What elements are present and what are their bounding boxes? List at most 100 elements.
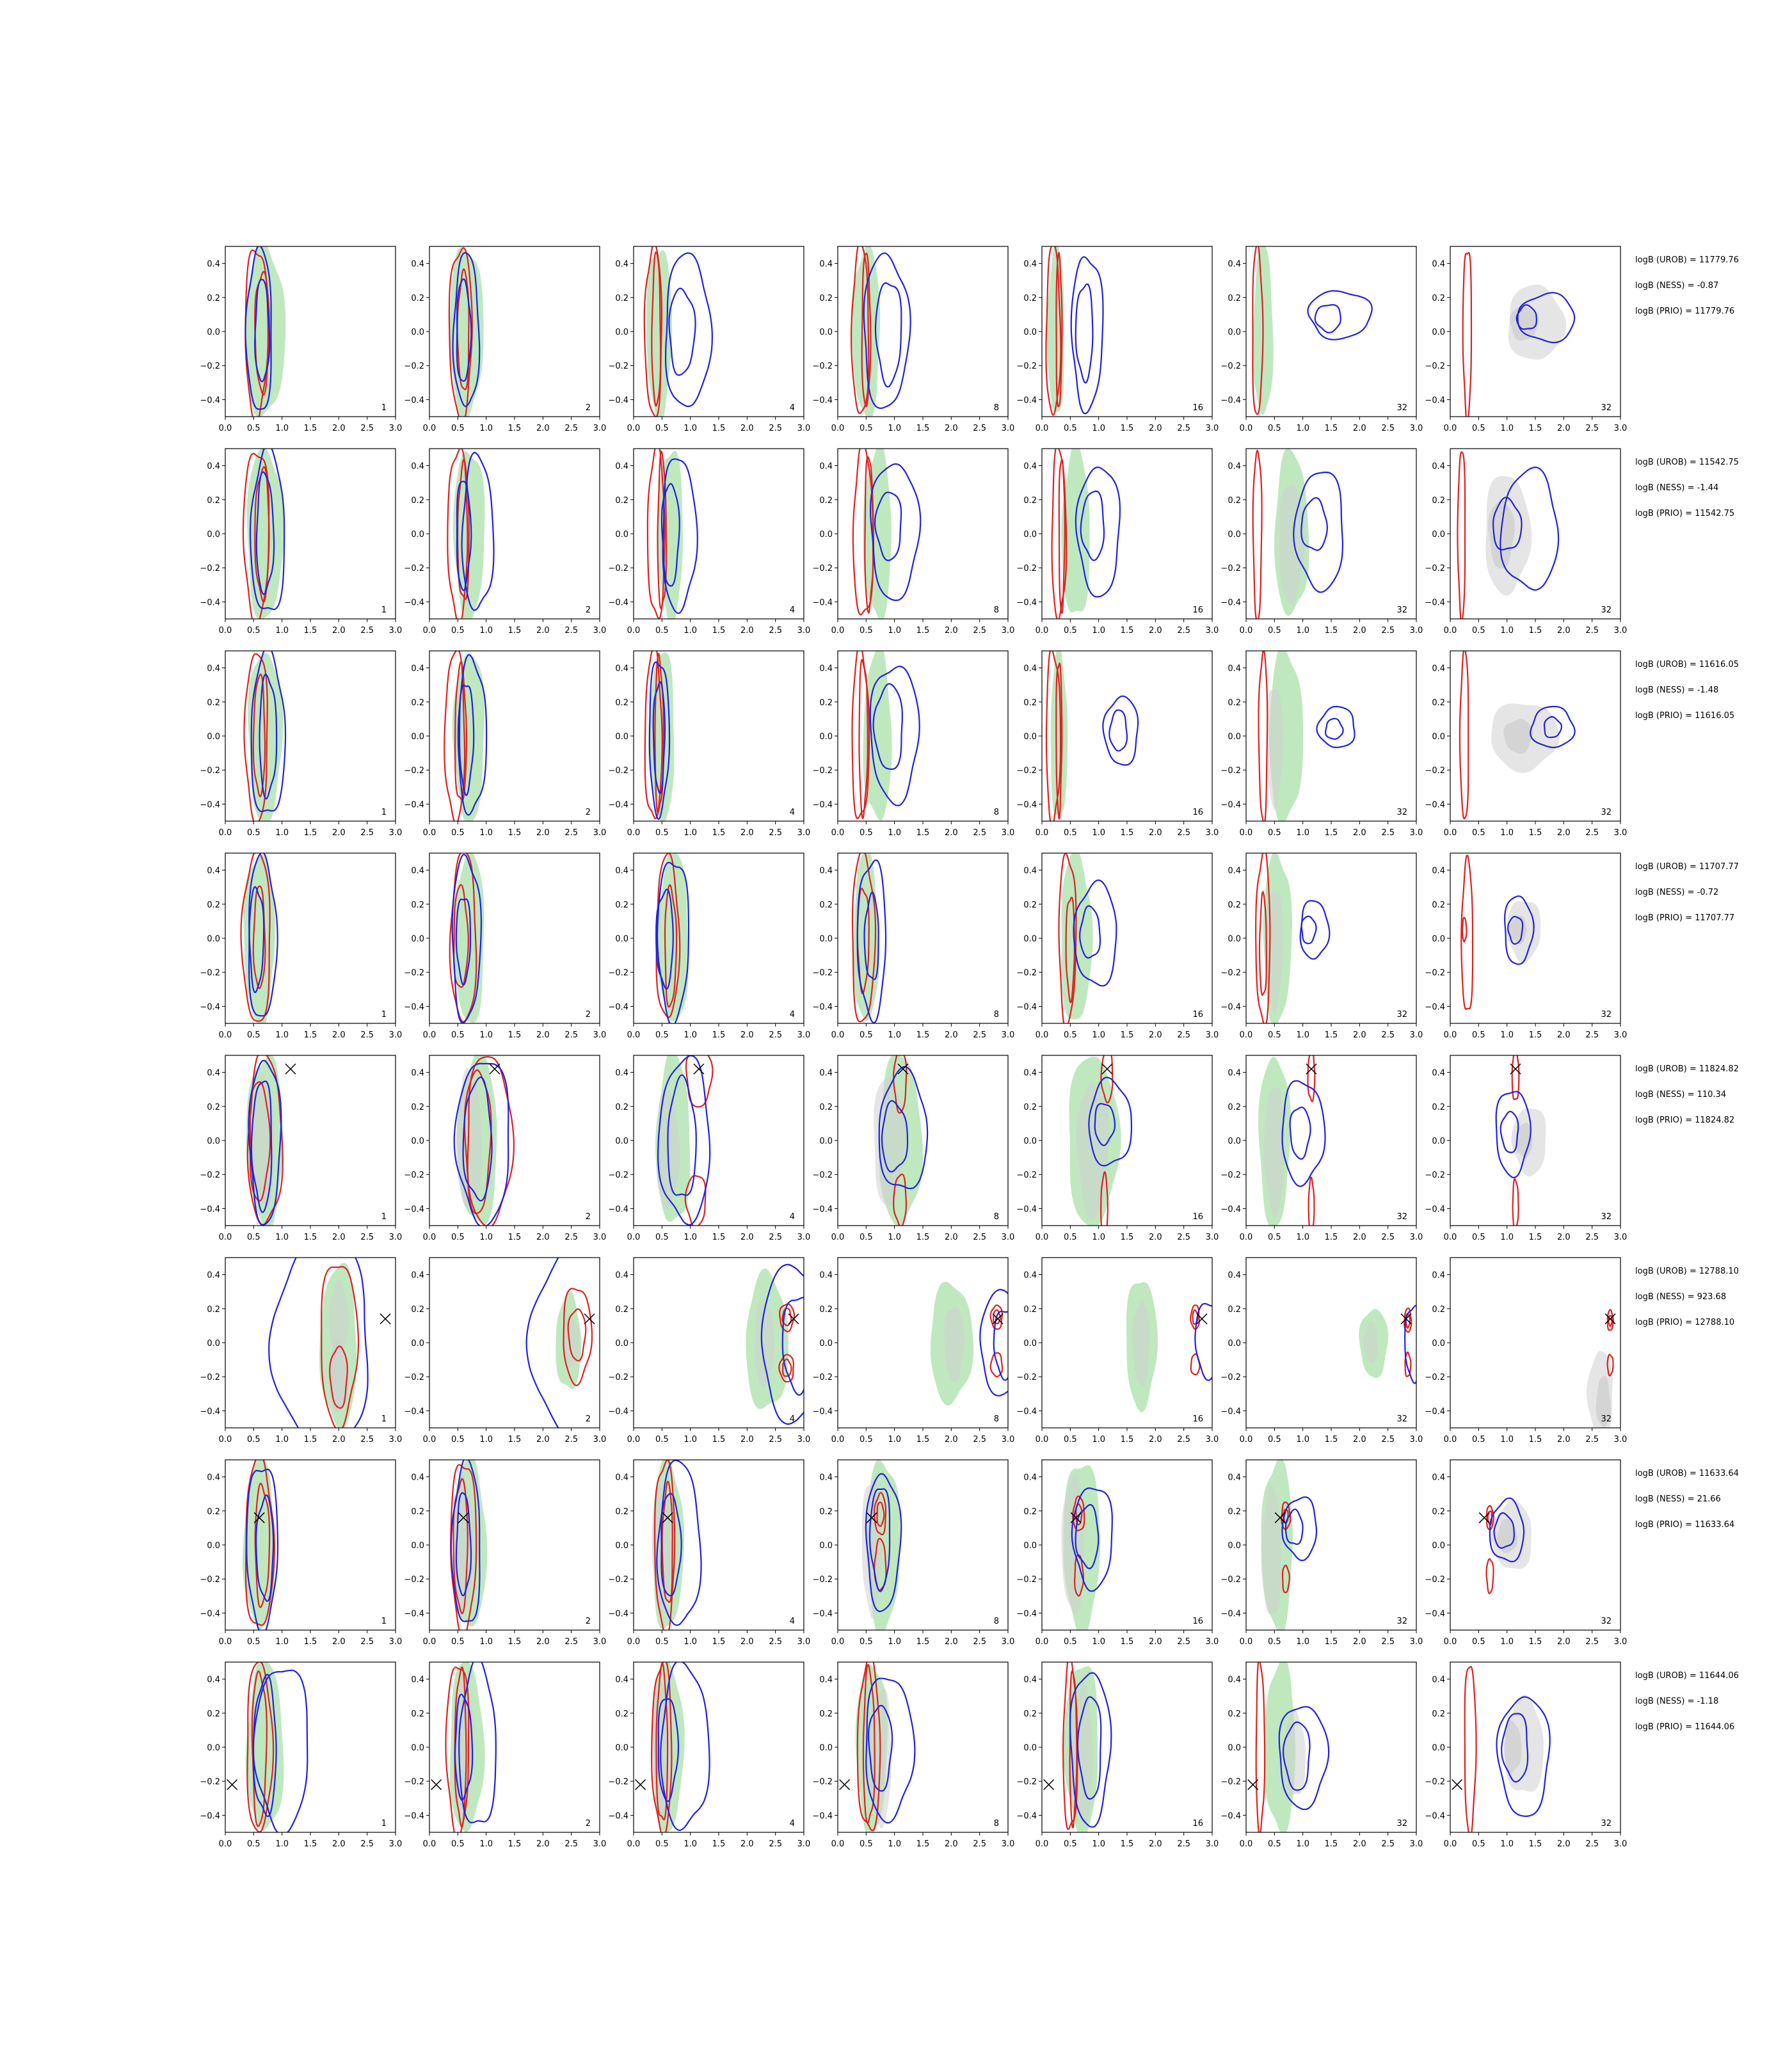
x-tick-label: 3.0 [1614, 1839, 1628, 1849]
x-tick-label: 0.5 [1268, 1233, 1281, 1242]
x-tick-label: 0.0 [1036, 424, 1049, 433]
y-tick-label: 0.4 [1432, 664, 1445, 674]
red-contour-line [1457, 451, 1466, 619]
y-tick-label: −0.4 [200, 1609, 220, 1619]
y-tick-label: −0.2 [404, 968, 424, 978]
y-tick-label: 0.2 [615, 1305, 628, 1315]
x-tick-label: 1.5 [1325, 424, 1338, 433]
y-tick-label: 0.0 [615, 1541, 628, 1551]
y-tick-label: −0.2 [404, 1373, 424, 1382]
y-tick-label: 0.4 [615, 1676, 628, 1685]
y-tick-label: 0.0 [1432, 1339, 1445, 1348]
y-tick-label: −0.4 [1016, 800, 1037, 810]
red-contour-line [563, 1288, 593, 1386]
x-tick-label: 2.5 [1177, 828, 1190, 838]
blue-contour-line [255, 1494, 275, 1602]
x-marker [1274, 1512, 1286, 1523]
panel-r7-c1: 0.0 0.5 1.0 1.5 2.0 2.5 3.0 0.4 0.2 0.0 −0.2 −0.4 1 [200, 1459, 402, 1647]
x-marker [662, 1512, 673, 1523]
panel-r8-c4: 0.0 0.5 1.0 1.5 2.0 2.5 3.0 0.4 0.2 0.0 −0.2 −0.4 8 [812, 1661, 1014, 1849]
x-tick-label: 3.0 [1206, 626, 1219, 636]
panel-number-label: 32 [1396, 808, 1407, 817]
panel-contours [855, 1662, 916, 1832]
x-marker [897, 1063, 909, 1075]
x-tick-label: 0.5 [860, 828, 873, 838]
x-tick-label: 2.5 [564, 626, 578, 636]
y-tick-label: −0.4 [1220, 1811, 1241, 1821]
y-tick-label: −0.2 [608, 1777, 628, 1787]
x-tick-label: 3.0 [1206, 1637, 1219, 1647]
x-tick-label: 3.0 [1002, 424, 1015, 433]
panel-r5-c6: 0.0 0.5 1.0 1.5 2.0 2.5 3.0 0.4 0.2 0.0 −0.2 −0.4 32 [1220, 1055, 1423, 1242]
y-tick-label: 0.2 [1023, 1305, 1037, 1315]
panel-contours [1459, 651, 1576, 820]
x-tick-label: 0.0 [1240, 424, 1253, 433]
red-contour-line [779, 1303, 796, 1332]
x-marker [1510, 1063, 1521, 1075]
panel-number-label: 32 [1601, 1212, 1612, 1222]
x-tick-label: 0.0 [219, 424, 232, 433]
x-tick-label: 2.5 [564, 828, 578, 838]
panel-number-label: 16 [1192, 1819, 1203, 1828]
x-tick-label: 2.5 [1585, 1637, 1599, 1647]
red-contour-line [852, 449, 874, 616]
x-tick-label: 1.5 [916, 1030, 930, 1040]
x-tick-label: 2.5 [1585, 424, 1599, 433]
panel-r6-c2: 0.0 0.5 1.0 1.5 2.0 2.5 3.0 0.4 0.2 0.0 −0.2 −0.4 2 [404, 1257, 606, 1444]
panel-number-label: 4 [790, 1010, 795, 1020]
x-tick-label: 0.0 [423, 1233, 436, 1242]
x-tick-label: 0.5 [1472, 424, 1485, 433]
blue-contour-line [869, 665, 920, 806]
x-tick-label: 3.0 [1614, 424, 1628, 433]
y-tick-label: 0.4 [819, 1473, 833, 1483]
x-tick-label: 1.5 [508, 424, 522, 433]
red-contour-line [254, 1482, 271, 1608]
red-contour-line [1485, 1505, 1495, 1531]
x-tick-label: 2.0 [945, 424, 958, 433]
gray-filled-contour [248, 1073, 275, 1206]
panel-r4-c3: 0.0 0.5 1.0 1.5 2.0 2.5 3.0 0.4 0.2 0.0 −0.2 −0.4 4 [608, 852, 810, 1040]
x-tick-label: 2.0 [1149, 1030, 1162, 1040]
axes-frame [1041, 1055, 1213, 1226]
x-tick-label: 1.5 [1529, 1435, 1542, 1444]
panel-number-label: 8 [994, 808, 999, 817]
x-tick-label: 1.0 [275, 1839, 289, 1849]
x-tick-label: 2.5 [1177, 424, 1190, 433]
y-tick-label: −0.4 [1425, 1407, 1445, 1416]
x-tick-label: 2.0 [1353, 1637, 1366, 1647]
panel-contours [655, 853, 690, 1023]
blue-contour-line [1316, 705, 1356, 749]
x-tick-label: 1.0 [1296, 1637, 1309, 1647]
gray-filled-contour [1279, 484, 1306, 605]
red-contour-line [321, 1266, 360, 1428]
x-tick-label: 1.5 [916, 828, 930, 838]
panel-contours [1464, 1665, 1551, 1832]
blue-contour-line [458, 1662, 497, 1823]
blue-contour-line [1278, 1706, 1330, 1811]
panel-number-label: 1 [381, 403, 387, 413]
y-tick-label: 0.0 [1023, 328, 1037, 337]
y-tick-label: −0.4 [608, 598, 628, 607]
x-tick-label: 0.5 [655, 1637, 669, 1647]
x-tick-label: 1.5 [508, 828, 522, 838]
x-tick-label: 3.0 [1002, 1030, 1015, 1040]
y-tick-label: 0.4 [1432, 1676, 1445, 1685]
y-tick-label: 0.0 [819, 1743, 833, 1753]
panel-contours [644, 651, 675, 821]
x-tick-label: 2.5 [360, 828, 374, 838]
x-tick-label: 1.5 [712, 1839, 726, 1849]
x-tick-label: 2.0 [1149, 1435, 1162, 1444]
y-tick-label: −0.4 [1220, 1002, 1241, 1012]
red-contour-line [452, 1478, 468, 1615]
y-tick-label: 0.4 [411, 462, 424, 472]
y-tick-label: −0.2 [1425, 766, 1445, 776]
x-tick-label: 0.5 [1268, 1030, 1281, 1040]
green-filled-contour [245, 246, 286, 417]
panel-number-label: 8 [994, 1819, 999, 1828]
panel-r1-c7: 0.0 0.5 1.0 1.5 2.0 2.5 3.0 0.4 0.2 0.0 −0.2 −0.4 32 [1425, 246, 1627, 433]
panel-r3-c1: 0.0 0.5 1.0 1.5 2.0 2.5 3.0 0.4 0.2 0.0 −0.2 −0.4 1 [200, 650, 402, 838]
x-tick-label: 0.0 [831, 828, 845, 838]
y-tick-label: −0.4 [1425, 1811, 1445, 1821]
x-tick-label: 0.0 [423, 1637, 436, 1647]
x-tick-label: 3.0 [1002, 828, 1015, 838]
